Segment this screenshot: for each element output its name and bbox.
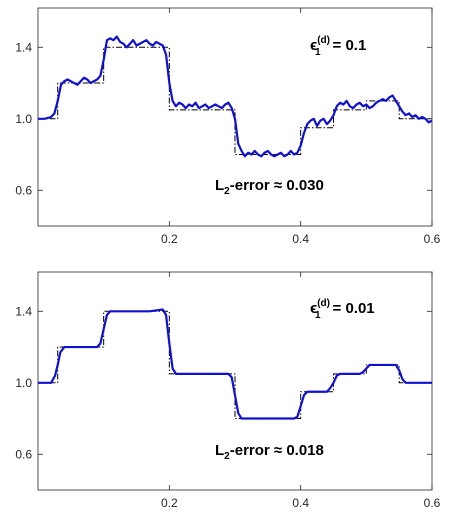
approximation-line [38, 308, 432, 420]
chart-panel-top: 0.2 0.4 0.6 0.6 1.0 1.4 ϵ(d) 1 = 0.1 L2-error ≈ 0… [15, 7, 441, 246]
epsilon-value: = 0.01 [333, 300, 375, 317]
x-tick-label: 0.2 [161, 232, 178, 246]
error-value: -error ≈ 0.018 [230, 442, 324, 459]
error-subscript: 2 [224, 186, 230, 197]
reference-line [38, 46, 432, 156]
chart-panel-bottom: 0.2 0.4 0.6 0.6 1.0 1.4 ϵ(d) 1 = 0.01 L2-error ≈ … [15, 271, 441, 510]
x-tick-label: 0.4 [292, 232, 309, 246]
epsilon-subscript: 1 [315, 47, 321, 58]
y-tick-label: 1.4 [15, 304, 32, 318]
epsilon-value: = 0.1 [333, 37, 367, 54]
y-tick-label: 1.0 [15, 376, 32, 390]
epsilon-annotation: ϵ(d) 1 = 0.01 [310, 298, 375, 321]
error-main: L [215, 177, 224, 194]
approximation-line [38, 35, 432, 158]
epsilon-symbol: ϵ [310, 37, 317, 54]
error-main: L [215, 442, 224, 459]
epsilon-superscript: (d) [317, 298, 330, 309]
x-tick-label: 0.6 [424, 232, 441, 246]
axes-frame [37, 271, 433, 491]
epsilon-superscript: (d) [317, 35, 330, 46]
epsilon-symbol: ϵ [310, 300, 317, 317]
epsilon-annotation: ϵ(d) 1 = 0.1 [310, 35, 366, 58]
y-tick-label: 1.0 [15, 112, 32, 126]
error-label: L2-error ≈ 0.030 [215, 177, 324, 197]
x-tick-label: 0.4 [292, 496, 309, 510]
x-tick-label: 0.6 [424, 496, 441, 510]
y-tick-label: 1.4 [15, 40, 32, 54]
axes-frame [37, 7, 433, 227]
y-tick-label: 0.6 [15, 183, 32, 197]
epsilon-subscript: 1 [315, 310, 321, 321]
error-subscript: 2 [224, 451, 230, 462]
y-tick-label: 0.6 [15, 447, 32, 461]
x-tick-label: 0.2 [161, 496, 178, 510]
error-value: -error ≈ 0.030 [230, 177, 324, 194]
error-label: L2-error ≈ 0.018 [215, 442, 324, 462]
